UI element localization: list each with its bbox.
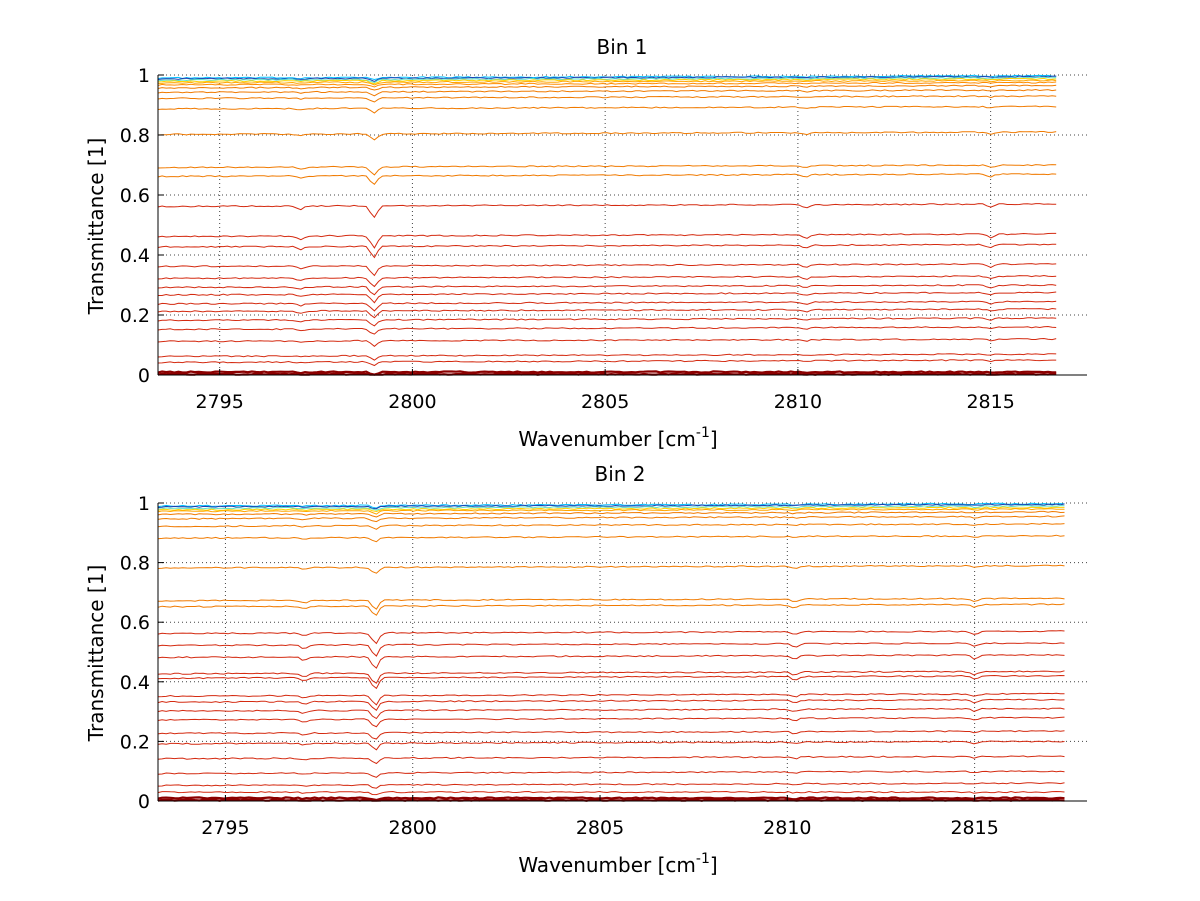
series-line	[157, 95, 1057, 103]
series-line	[158, 291, 1057, 304]
series-line	[157, 782, 1065, 789]
x-axis-label: Wavenumber [cm-1]	[518, 851, 717, 877]
x-tick-label: 2805	[581, 391, 629, 413]
subplot-title: Bin 2	[594, 462, 645, 486]
series-line	[157, 131, 1057, 141]
series-line	[157, 698, 1065, 712]
series-line	[157, 173, 1057, 186]
series-line	[157, 370, 1057, 376]
y-tick-label: 0.4	[120, 672, 150, 694]
series-line	[157, 77, 1057, 85]
series-line	[157, 164, 1057, 176]
series-line	[157, 353, 1057, 361]
series-line	[157, 707, 1065, 720]
y-tick-label: 0	[138, 365, 150, 387]
y-tick-labels: 0 0.2 0.4 0.6 0.8 1	[120, 493, 150, 813]
series-line	[157, 81, 1057, 88]
series-line	[157, 510, 1065, 518]
series-lines	[157, 502, 1065, 802]
series-line	[157, 642, 1065, 657]
series-line	[157, 325, 1057, 335]
y-tick-label: 0	[138, 791, 150, 813]
series-line	[157, 243, 1057, 259]
series-lines	[157, 74, 1057, 376]
series-line	[157, 716, 1065, 728]
series-line	[157, 284, 1057, 296]
series-line	[157, 653, 1065, 669]
y-tick-label: 0.8	[120, 553, 150, 575]
series-line	[157, 534, 1065, 543]
series-line	[157, 503, 1065, 510]
series-line	[157, 300, 1057, 312]
subplot-title: Bin 1	[596, 35, 647, 59]
y-tick-label: 1	[138, 493, 150, 515]
series-line	[157, 507, 1065, 515]
series-line	[157, 564, 1065, 574]
series-line	[157, 796, 1065, 802]
series-line	[157, 692, 1065, 706]
series-line	[157, 359, 1057, 367]
axes	[157, 74, 1087, 376]
series-line	[157, 740, 1065, 751]
x-tick-label: 2795	[201, 817, 249, 839]
y-tick-label: 0.4	[120, 245, 150, 267]
y-axis-label: Transmittance [1]	[84, 565, 108, 743]
x-tick-label: 2800	[388, 391, 436, 413]
series-line	[157, 105, 1057, 114]
series-line	[157, 515, 1065, 523]
series-line	[157, 84, 1057, 91]
y-tick-label: 1	[138, 65, 150, 87]
series-line	[157, 263, 1057, 277]
y-tick-label: 0.6	[120, 185, 150, 207]
series-line	[157, 504, 1065, 511]
x-tick-label: 2805	[576, 817, 624, 839]
series-line	[157, 770, 1065, 778]
series-line	[157, 755, 1065, 765]
series-line	[157, 274, 1057, 288]
x-tick-label: 2810	[763, 817, 811, 839]
series-line	[157, 522, 1065, 530]
series-line	[158, 597, 1065, 610]
x-tick-label: 2810	[774, 391, 822, 413]
x-tick-labels: 2795 2800 2805 2810 2815	[195, 391, 1014, 413]
y-tick-label: 0.2	[120, 305, 150, 327]
y-tick-label: 0.2	[120, 731, 150, 753]
x-tick-label: 2815	[950, 817, 998, 839]
series-line	[157, 88, 1057, 97]
y-axis-label: Transmittance [1]	[84, 138, 108, 316]
series-line	[157, 730, 1065, 740]
series-line	[158, 79, 1057, 86]
series-line	[157, 75, 1057, 82]
series-line	[157, 790, 1065, 796]
series-line	[157, 317, 1057, 327]
subplot-bin-1: Bin 1 2795 2800 2805 2810 2815 0 0.2 0.4 0.6 0.8…	[84, 35, 1087, 451]
x-tick-label: 2795	[195, 391, 243, 413]
x-tick-label: 2815	[966, 391, 1014, 413]
x-tick-label: 2800	[389, 817, 437, 839]
subplot-bin-2: Bin 2 2795 2800 2805 2810 2815 0 0.2 0.4 0.6 0.8…	[84, 462, 1087, 877]
series-line	[157, 307, 1057, 319]
series-line	[157, 203, 1057, 219]
y-tick-labels: 0 0.2 0.4 0.6 0.8 1	[120, 65, 150, 387]
series-line	[157, 603, 1065, 616]
series-line	[157, 506, 1065, 513]
x-axis-label: Wavenumber [cm-1]	[518, 425, 717, 451]
axes	[157, 502, 1087, 802]
y-tick-label: 0.8	[120, 125, 150, 147]
series-line	[157, 670, 1065, 684]
series-line	[157, 674, 1065, 690]
y-tick-label: 0.6	[120, 612, 150, 634]
series-line	[157, 337, 1057, 347]
series-line	[157, 630, 1065, 645]
series-line	[157, 76, 1057, 84]
x-tick-labels: 2795 2800 2805 2810 2815	[201, 817, 999, 839]
series-line	[157, 232, 1057, 249]
